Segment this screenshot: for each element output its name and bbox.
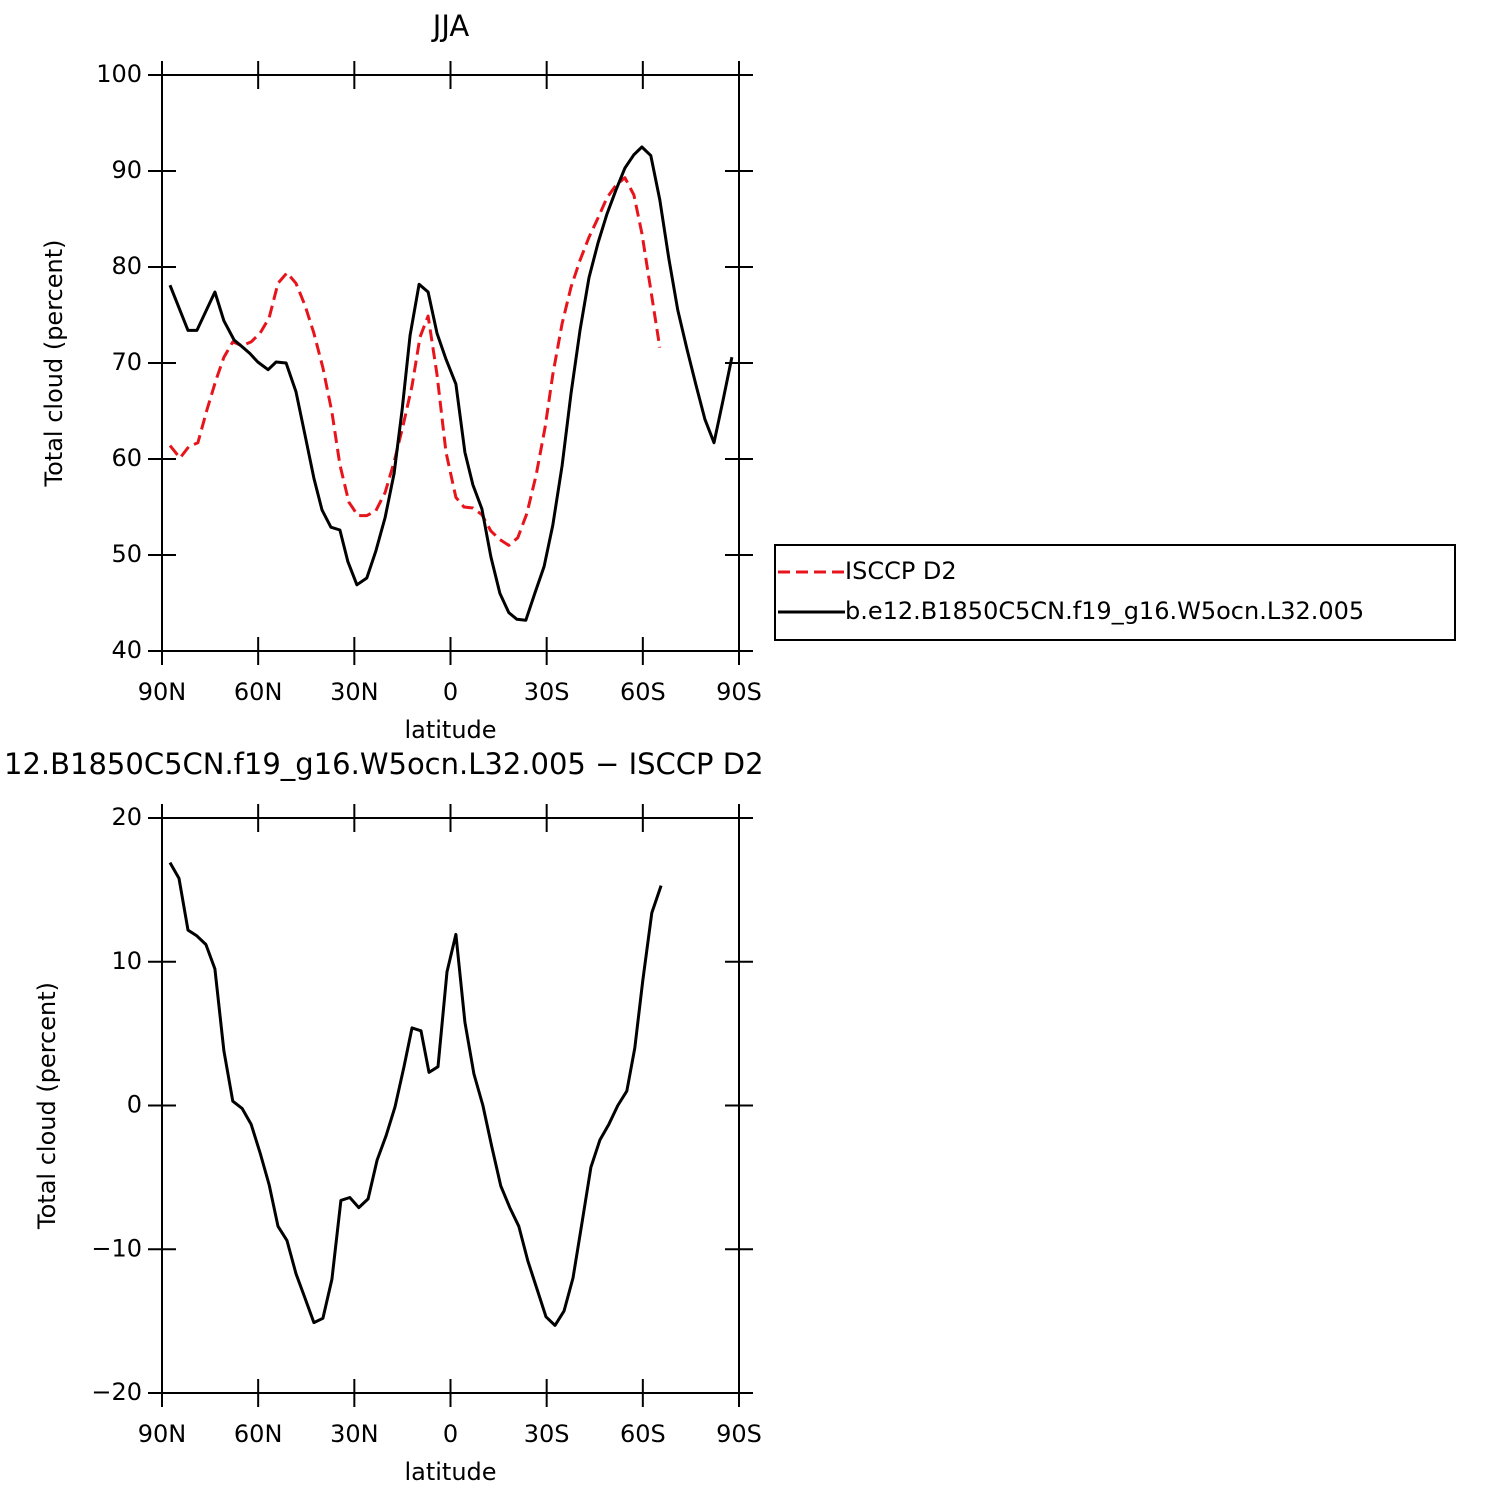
- y-tick-label: −20: [91, 1378, 142, 1406]
- x-tick-label: 60N: [234, 1420, 283, 1448]
- y-axis-label: Total cloud (percent): [40, 240, 68, 488]
- y-tick-label: 100: [96, 60, 142, 88]
- chart-title: JJA: [431, 9, 470, 43]
- series-line: [168, 145, 734, 622]
- y-tick-label: 70: [111, 348, 142, 376]
- x-tick-label: 90N: [138, 678, 187, 706]
- plot-frame: [161, 74, 740, 652]
- x-tick-label: 60S: [620, 1420, 666, 1448]
- series-line: [168, 176, 662, 547]
- x-tick-label: 30S: [524, 1420, 570, 1448]
- y-tick-label: 0: [127, 1091, 142, 1119]
- x-tick-label: 0: [443, 1420, 458, 1448]
- y-tick-label: 80: [111, 252, 142, 280]
- legend-label: b.e12.B1850C5CN.f19_g16.W5ocn.L32.005: [845, 597, 1364, 625]
- y-tick-label: −10: [91, 1234, 142, 1262]
- plot-frame: [161, 817, 740, 1394]
- x-axis-label: latitude: [404, 716, 496, 744]
- x-tick-label: 30S: [524, 678, 570, 706]
- series-line: [168, 861, 663, 1327]
- x-tick-label: 90S: [716, 1420, 762, 1448]
- y-tick-label: 90: [111, 156, 142, 184]
- y-tick-label: 50: [111, 540, 142, 568]
- y-tick-label: 10: [111, 947, 142, 975]
- x-tick-label: 90S: [716, 678, 762, 706]
- y-tick-label: 20: [111, 803, 142, 831]
- y-tick-label: 40: [111, 636, 142, 664]
- x-tick-label: 90N: [138, 1420, 187, 1448]
- x-tick-label: 0: [443, 678, 458, 706]
- x-tick-label: 60N: [234, 678, 283, 706]
- x-tick-label: 30N: [330, 1420, 379, 1448]
- x-tick-label: 30N: [330, 678, 379, 706]
- x-tick-label: 60S: [620, 678, 666, 706]
- y-axis-label: Total cloud (percent): [33, 982, 61, 1230]
- chart-title: 12.B1850C5CN.f19_g16.W5ocn.L32.005 − ISC…: [4, 747, 764, 781]
- legend-box: [774, 544, 1456, 641]
- x-axis-label: latitude: [404, 1458, 496, 1486]
- y-tick-label: 60: [111, 444, 142, 472]
- legend-label: ISCCP D2: [845, 557, 957, 585]
